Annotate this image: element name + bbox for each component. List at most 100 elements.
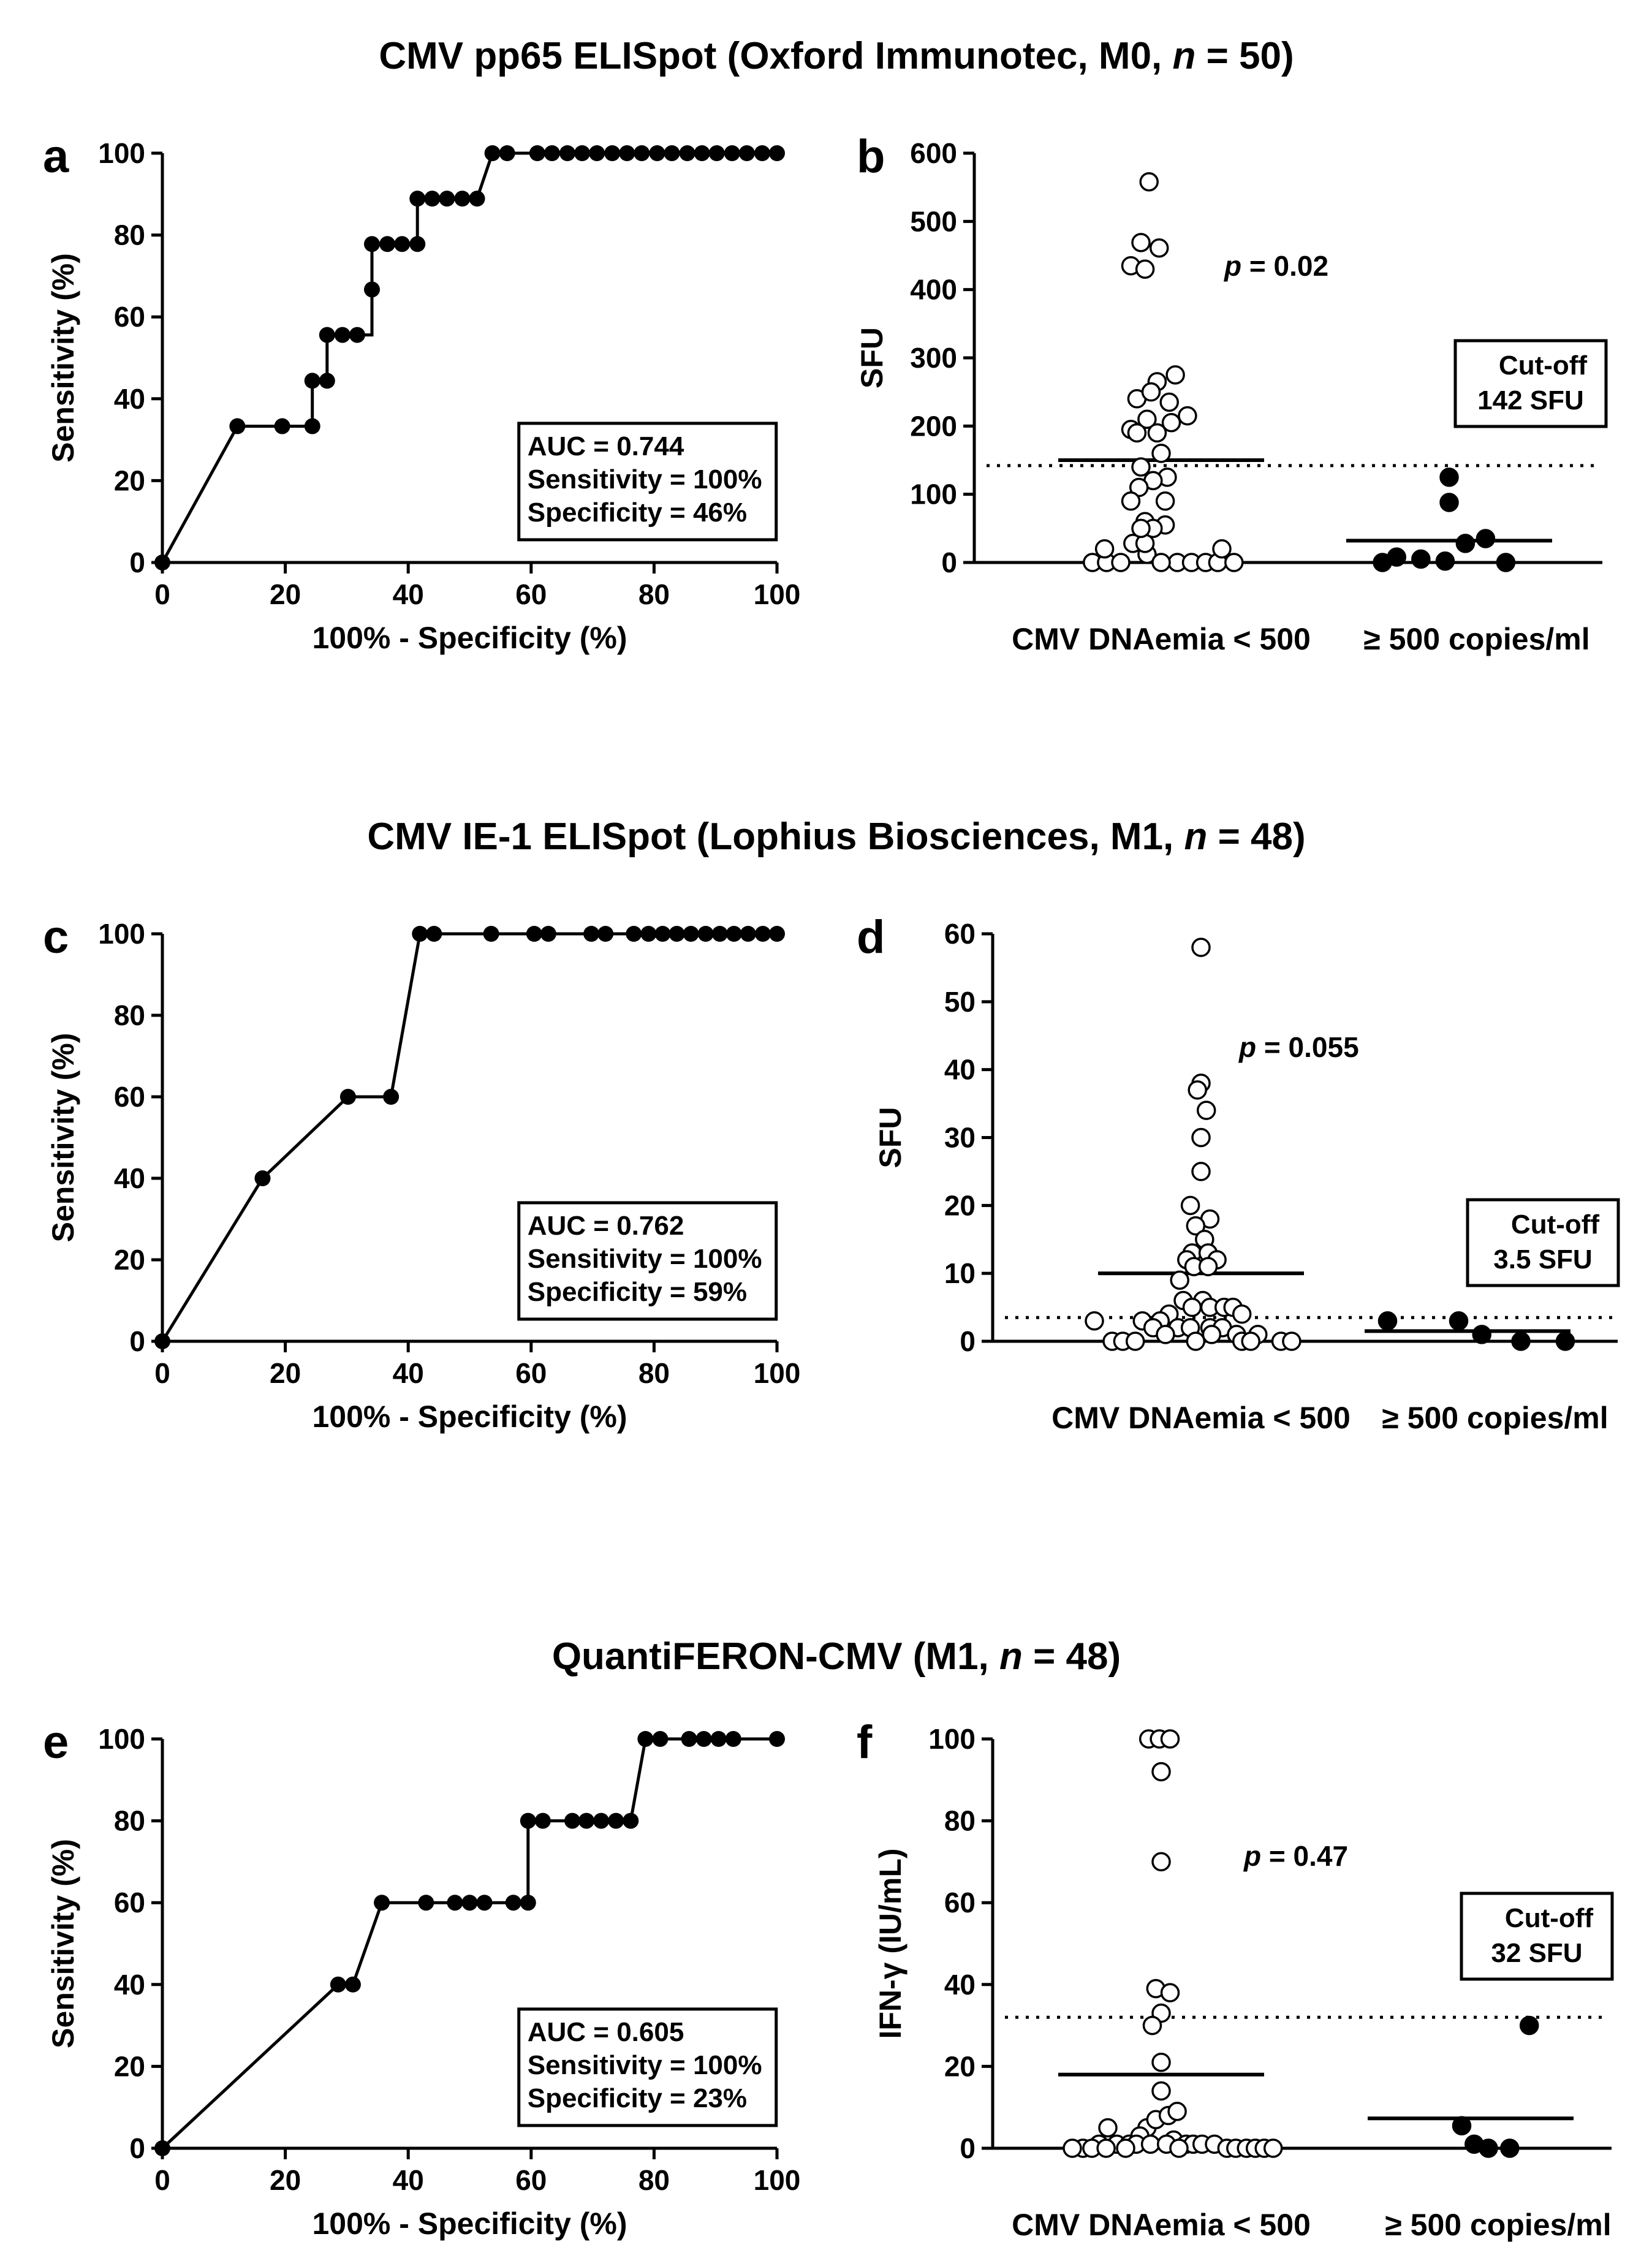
roc-point [619, 145, 635, 161]
roc-point [483, 926, 499, 942]
svg-text:CMV pp65 ELISpot (Oxford Immun: CMV pp65 ELISpot (Oxford Immunotec, M0, … [379, 35, 1294, 77]
y-tick-label: 40 [114, 383, 145, 415]
roc-point [349, 327, 365, 343]
roc-point [374, 1895, 390, 1911]
stats-line: AUC = 0.762 [528, 1211, 684, 1241]
cutoff-value: 32 SFU [1491, 1938, 1582, 1968]
data-point-open [1167, 2102, 1187, 2121]
y-tick-label: 60 [114, 301, 145, 333]
section-title-end: = 50) [1195, 35, 1294, 77]
y-tick-label: 0 [960, 2132, 976, 2164]
y-axis-label: SFU [855, 327, 889, 388]
data-point-open [1127, 423, 1147, 443]
roc-point [681, 1731, 697, 1747]
roc-point [439, 191, 455, 207]
data-point-open [1096, 2138, 1116, 2158]
p-value: p = 0.02 [1223, 250, 1328, 282]
roc-point [330, 1976, 346, 1993]
roc-point [608, 1812, 624, 1829]
roc-point [683, 926, 699, 942]
roc-point [769, 926, 785, 942]
y-tick-label: 20 [114, 2050, 145, 2082]
data-point-open [1212, 539, 1232, 559]
roc-point [412, 926, 428, 942]
y-tick-label: 100 [910, 479, 957, 510]
y-tick-label: 100 [928, 1723, 976, 1755]
y-tick-label: 80 [114, 999, 145, 1031]
data-point-filled [1476, 529, 1496, 548]
data-point-open [1085, 1311, 1104, 1331]
y-tick-label: 60 [944, 918, 976, 950]
roc-point [529, 145, 545, 161]
roc-point [724, 145, 740, 161]
y-tick-label: 300 [910, 342, 957, 374]
data-point-filled [1455, 534, 1476, 553]
stats-line: Specificity = 23% [528, 2083, 747, 2113]
data-point-open [1116, 2138, 1135, 2158]
roc-point [583, 926, 600, 942]
x-tick-label: 20 [270, 1357, 301, 1389]
data-point-filled [1411, 549, 1431, 569]
roc-point [484, 145, 501, 161]
data-point-open [1151, 1762, 1171, 1782]
roc-point [710, 1731, 727, 1747]
data-point-open [1198, 1257, 1218, 1276]
section-title-ie1: CMV IE-1 ELISpot (Lophius Biosciences, M… [367, 816, 1305, 858]
x-axis-label: 100% - Specificity (%) [312, 2206, 627, 2241]
roc-point [564, 1812, 581, 1829]
roc-point [769, 145, 785, 161]
data-point-open [1263, 2138, 1283, 2158]
data-point-open [1151, 2052, 1171, 2072]
x-axis-label: 100% - Specificity (%) [312, 621, 627, 655]
y-tick-label: 80 [114, 219, 145, 251]
data-point-filled [1472, 1325, 1491, 1344]
roc-point [461, 1895, 478, 1911]
data-point-open [1139, 172, 1159, 192]
y-axis-label: Sensitivity (%) [46, 1033, 80, 1243]
cutoff-value: 3.5 SFU [1493, 1244, 1592, 1274]
data-point-filled [1519, 2015, 1539, 2036]
x-tick-label: 0 [154, 1357, 170, 1389]
data-point-open [1178, 406, 1197, 426]
stats-box [517, 422, 778, 542]
roc-point [669, 926, 685, 942]
roc-point [229, 418, 246, 434]
roc-point [711, 926, 728, 942]
panel-label: c [43, 911, 69, 963]
y-tick-label: 0 [960, 1325, 976, 1357]
stats-line: Sensitivity = 100% [528, 464, 762, 494]
data-point-open [1131, 518, 1151, 539]
section-title-n: n [999, 1635, 1023, 1678]
y-tick-label: 60 [114, 1081, 145, 1113]
data-point-filled [1439, 493, 1459, 512]
roc-point [154, 555, 170, 570]
x-tick-label: 100 [754, 578, 801, 610]
roc-point [544, 145, 560, 161]
section-title-end: = 48) [1023, 1635, 1121, 1678]
section-title-text: CMV pp65 ELISpot (Oxford Immunotec, M0, [379, 35, 1172, 77]
stats-line: Sensitivity = 100% [528, 1244, 762, 1274]
y-tick-label: 0 [941, 547, 957, 578]
roc-point [426, 926, 442, 942]
roc-point [154, 1333, 170, 1349]
chart-panel-f: f 0 20 40 60 80 100 IFN-γ (IU/mL) CMV DNAemia < … [857, 1716, 1614, 2242]
data-point-open [1182, 1297, 1202, 1317]
x-axis-label: 100% - Specificity (%) [312, 1399, 627, 1434]
x-tick-label: 60 [515, 578, 547, 610]
roc-point [597, 926, 614, 942]
roc-point [454, 191, 471, 207]
data-point-open [1180, 1195, 1200, 1216]
roc-point [520, 1895, 536, 1911]
y-tick-label: 60 [114, 1887, 145, 1918]
roc-point [304, 373, 320, 389]
roc-point [319, 327, 335, 343]
roc-point [559, 145, 575, 161]
data-point-filled [1500, 2138, 1520, 2158]
data-point-open [1159, 392, 1179, 412]
x-tick-label: 40 [393, 2164, 424, 2196]
x-tick-label: 60 [515, 2164, 547, 2196]
x-tick-label: 60 [515, 1357, 547, 1389]
y-axis-label: Sensitivity (%) [46, 253, 80, 463]
data-point-open [1155, 491, 1175, 511]
